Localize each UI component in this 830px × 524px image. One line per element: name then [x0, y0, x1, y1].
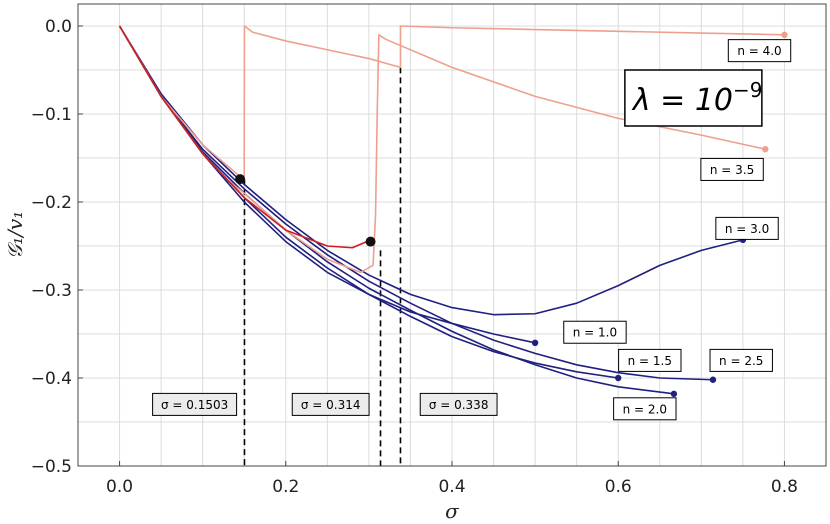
- sigma-label: σ = 0.1503: [152, 392, 238, 416]
- series-label-text: n = 2.5: [719, 354, 763, 368]
- series-label-text: n = 1.5: [628, 354, 672, 368]
- series-line: [118, 25, 713, 381]
- sigma-label-box: [152, 392, 238, 416]
- lambda-annotation-text: λ = 10−9: [631, 78, 763, 118]
- series-label-text: n = 3.5: [710, 163, 754, 177]
- series-line: [118, 25, 785, 181]
- series-label-box: [618, 348, 682, 372]
- series-label-text: n = 3.0: [725, 222, 769, 236]
- series-label-box: [613, 397, 677, 421]
- series-line: [118, 25, 675, 395]
- sigma-label-box: [419, 392, 498, 416]
- series-label-text: n = 1.0: [573, 326, 617, 340]
- series-label: n = 3.0: [715, 216, 779, 240]
- critical-point: [235, 174, 246, 185]
- y-tick-label: −0.4: [31, 369, 72, 389]
- series-label: n = 1.0: [563, 320, 627, 344]
- series-end-point: [670, 390, 678, 398]
- y-tick-label: 0.0: [45, 17, 72, 37]
- series-label-box: [715, 216, 779, 240]
- x-tick-label: 0.4: [438, 477, 465, 497]
- series-end-point: [615, 374, 622, 382]
- series-end-point: [709, 376, 717, 383]
- x-axis-title: σ: [445, 499, 460, 523]
- dashed-reference-lines: [243, 67, 402, 466]
- x-tick-label: 0.8: [771, 477, 798, 497]
- series-label-text: n = 4.0: [737, 44, 781, 58]
- x-tick-label: 0.6: [605, 477, 632, 497]
- lambda-base: λ = 10: [631, 83, 733, 118]
- series-line: [118, 25, 766, 274]
- series-labels: n = 4.0 n = 3.5 n = 3.0 n = 1.0 n = 1.5 n = 2…: [152, 39, 792, 421]
- x-tick-labels: 0.0 0.2 0.4 0.6 0.8: [106, 461, 798, 497]
- x-tick-label: 0.2: [272, 477, 299, 497]
- sigma-label-text: σ = 0.1503: [161, 398, 228, 412]
- series-label-box: [727, 39, 792, 63]
- series-line: [118, 25, 744, 316]
- series-label-box: [563, 320, 627, 344]
- y-tick-label: −0.5: [31, 457, 72, 477]
- y-tick-label: −0.2: [31, 193, 72, 213]
- series-label-box: [709, 348, 773, 372]
- sigma-label-text: σ = 0.314: [301, 398, 361, 412]
- sigma-label-box: [291, 392, 370, 416]
- data-points: [235, 31, 788, 398]
- series-end-point: [531, 339, 539, 346]
- x-tick-label: 0.0: [106, 477, 133, 497]
- lambda-annotation: λ = 10−9: [624, 69, 763, 127]
- y-tick-label: −0.3: [31, 281, 72, 301]
- sigma-label-text: σ = 0.338: [429, 398, 489, 412]
- series-label: n = 2.0: [613, 397, 677, 421]
- series-label: n = 1.5: [618, 348, 682, 372]
- series-label-text: n = 2.0: [623, 402, 667, 416]
- series-line: [118, 25, 370, 249]
- series-end-point: [762, 146, 769, 153]
- critical-point: [365, 236, 376, 247]
- series-label: n = 4.0: [727, 39, 792, 63]
- y-tick-labels: 0.0 −0.1 −0.2 −0.3 −0.4 −0.5: [31, 17, 83, 477]
- series-label: n = 3.5: [700, 157, 764, 181]
- y-axis-title: 𝒢₁/v₁: [3, 211, 27, 259]
- lambda-annotation-box: [624, 69, 763, 127]
- sigma-label: σ = 0.338: [419, 392, 498, 416]
- sigma-label: σ = 0.314: [291, 392, 370, 416]
- series-label: n = 2.5: [709, 348, 773, 372]
- y-tick-label: −0.1: [31, 105, 72, 125]
- series-end-point: [781, 31, 788, 38]
- series-label-box: [700, 157, 764, 181]
- lambda-exponent: −9: [733, 78, 762, 102]
